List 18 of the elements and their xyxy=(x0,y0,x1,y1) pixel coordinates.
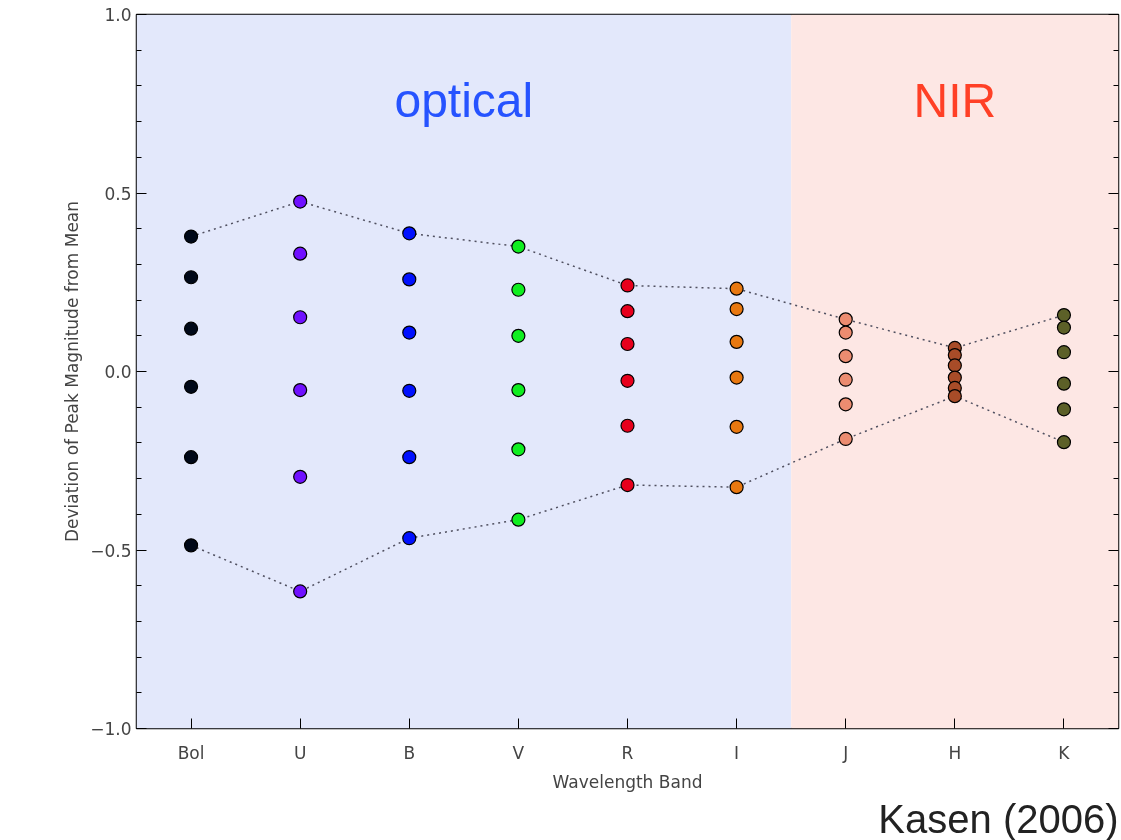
band-label: optical xyxy=(394,73,534,127)
x-tick-label: Bol xyxy=(177,742,205,763)
y-tick-label: −0.5 xyxy=(90,540,132,561)
y-axis-title: Deviation of Peak Magnitude from Mean xyxy=(62,200,83,543)
y-tick-label: 0.5 xyxy=(104,183,132,204)
x-tick-label: R xyxy=(621,742,634,763)
x-tick-label: U xyxy=(293,742,307,763)
x-tick-label: B xyxy=(403,742,416,763)
x-axis-title: Wavelength Band xyxy=(552,771,703,792)
band-label: NIR xyxy=(913,73,997,127)
x-tick-label: J xyxy=(842,742,849,763)
y-tick-label: 0.0 xyxy=(104,362,132,382)
y-tick-label: 1.0 xyxy=(104,5,132,25)
x-tick-label: V xyxy=(512,742,525,763)
x-tick-label: H xyxy=(948,742,962,763)
y-tick-label: −1.0 xyxy=(90,719,132,739)
x-tick-label: K xyxy=(1058,742,1071,763)
x-tick-label: I xyxy=(734,742,740,763)
